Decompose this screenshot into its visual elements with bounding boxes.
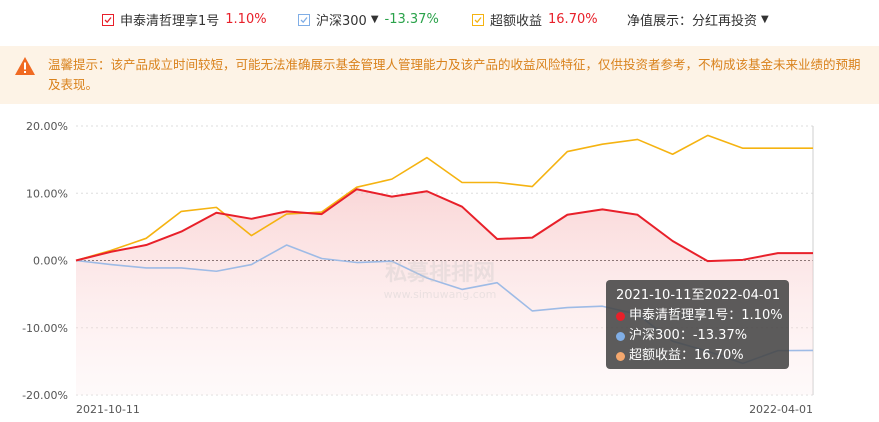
legend-value: 1.10% xyxy=(225,12,267,27)
line-chart: 20.00% 10.00% 0.00% -10.00% -20.00% 2021-10-… xyxy=(22,120,814,416)
y-tick-label: 20.00% xyxy=(26,120,68,133)
chart-legend: 申泰清哲理享1号 1.10% 沪深300 ▼ -13.37% 超额收益 16.7… xyxy=(0,10,879,32)
warning-triangle-icon xyxy=(14,56,36,80)
tooltip-text: 申泰清哲理享1号：1.10% xyxy=(629,308,783,323)
checkbox-icon[interactable] xyxy=(298,13,310,26)
tooltip-row: 申泰清哲理享1号：1.10% xyxy=(616,306,789,326)
tooltip-row: 超额收益：16.70% xyxy=(616,346,789,366)
x-axis: 2021-10-11 2022-04-01 xyxy=(76,403,813,416)
chevron-down-icon[interactable]: ▼ xyxy=(370,14,379,25)
legend-item-fund[interactable]: 申泰清哲理享1号 1.10% xyxy=(102,10,267,29)
watermark-main: 私募排排网 xyxy=(385,261,495,286)
chevron-down-icon[interactable]: ▼ xyxy=(761,14,769,25)
tooltip-text: 超额收益：16.70% xyxy=(629,348,744,363)
watermark: 私募排排网 www.simuwang.com xyxy=(384,261,497,301)
legend-item-index[interactable]: 沪深300 ▼ -13.37% xyxy=(298,10,439,29)
checkbox-icon[interactable] xyxy=(472,13,484,26)
y-axis: 20.00% 10.00% 0.00% -10.00% -20.00% xyxy=(22,120,68,402)
x-tick-label: 2021-10-11 xyxy=(76,403,140,416)
series-dot-icon xyxy=(616,331,625,341)
y-tick-label: 0.00% xyxy=(33,255,68,268)
watermark-sub: www.simuwang.com xyxy=(384,288,497,301)
series-line xyxy=(75,188,813,263)
series-line xyxy=(75,134,813,262)
legend-label: 申泰清哲理享1号 xyxy=(120,14,220,29)
series-dot-icon xyxy=(616,311,625,321)
nav-display-label: 净值展示：分红再投资 xyxy=(627,14,758,29)
legend-value: -13.37% xyxy=(384,12,439,27)
legend-label: 沪深300 xyxy=(316,14,367,29)
tooltip-row: 沪深300：-13.37% xyxy=(616,326,789,346)
x-tick-label: 2022-04-01 xyxy=(749,403,813,416)
tooltip: 2021-10-11至2022-04-01 申泰清哲理享1号：1.10% 沪深3… xyxy=(606,280,789,369)
tooltip-text: 沪深300：-13.37% xyxy=(629,328,748,343)
tooltip-title: 2021-10-11至2022-04-01 xyxy=(616,288,781,303)
y-tick-label: 10.00% xyxy=(26,187,68,200)
legend-label: 超额收益 xyxy=(490,14,543,29)
legend-value: 16.70% xyxy=(548,12,598,27)
checkbox-icon[interactable] xyxy=(102,13,114,26)
y-tick-label: -20.00% xyxy=(22,389,68,402)
nav-display-select[interactable]: 净值展示：分红再投资 ▼ xyxy=(627,10,769,29)
series-dot-icon xyxy=(616,351,625,361)
notice-banner: 温馨提示：该产品成立时间较短，可能无法准确展示基金管理人管理能力及该产品的收益风… xyxy=(0,46,879,104)
y-tick-label: -10.00% xyxy=(22,322,68,335)
notice-text: 温馨提示：该产品成立时间较短，可能无法准确展示基金管理人管理能力及该产品的收益风… xyxy=(48,57,861,92)
legend-item-excess[interactable]: 超额收益 16.70% xyxy=(472,10,598,29)
